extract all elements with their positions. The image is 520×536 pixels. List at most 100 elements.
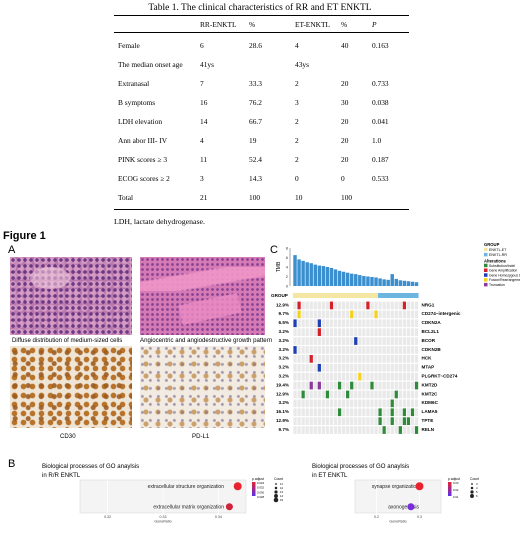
oncoprint-cell [382,328,386,336]
gene-pct: 6.5% [279,320,289,325]
table-header-rule [114,32,409,33]
oncoprint-cell [394,337,398,345]
oncoprint-cell [358,408,362,417]
oncoprint-cell [386,319,390,328]
oncoprint-cell [317,328,321,336]
oncoprint-alteration [309,355,313,363]
oncoprint-cell [414,372,419,381]
oncoprint-cell [370,426,374,434]
oncoprint-cell [313,346,317,354]
oncoprint-cell [325,363,330,372]
table-cell: 0 [295,174,299,183]
table-cell: 76.2 [249,98,262,107]
oncoprint-cell [333,363,338,372]
oncoprint-cell [382,301,386,310]
oncoprint-cell [329,363,334,372]
oncoprint-cell [293,363,297,372]
legend-alteration-label: Fusion/Rearrangement [489,278,520,282]
tmb-bar [414,282,419,286]
oncoprint-cell [297,390,301,399]
oncoprint-cell [309,355,313,363]
oncoprint-cell [406,328,411,336]
table-row: Total 21 100 10 100 [0,193,520,205]
oncoprint-cell [362,328,366,336]
go-dot [233,482,242,491]
oncoprint-alteration [370,381,374,390]
oncoprint-cell [358,337,362,345]
oncoprint-cell [386,372,390,381]
oncoprint-cell [337,408,342,417]
oncoprint-cell [358,319,362,328]
oncoprint-cell [309,319,313,328]
oncoprint-cell [313,319,317,328]
table-cell: 4 [295,41,299,50]
oncoprint-cell [394,372,398,381]
oncoprint-cell [378,417,382,425]
oncoprint-cell [354,363,358,372]
oncoprint-cell [309,310,313,319]
table-cell: 3 [295,98,299,107]
oncoprint-cell [342,355,346,363]
tmb-tick-label: 6 [286,255,289,260]
table-cell: 0.533 [372,174,389,183]
panel-c-letter: C [270,244,278,256]
legend-alteration-swatch [484,263,488,268]
oncoprint-cell [358,301,362,310]
go-dot [415,482,424,491]
table-cell: 2 [295,79,299,88]
oncoprint-cell [358,363,362,372]
oncoprint-cell [342,337,346,345]
legend-group-swatch [484,247,488,252]
oncoprint-cell [398,319,402,328]
oncoprint-cell [386,337,390,345]
oncoprint-cell [398,346,402,354]
oncoprint-cell [333,301,338,310]
table-cell: 10 [295,193,303,202]
oncoprint-cell [293,426,297,434]
oncoprint-cell [406,390,411,399]
oncoprint-cell [386,346,390,354]
oncoprint-cell [301,346,305,354]
go-legend-size-dot [274,494,278,498]
oncoprint-cell [301,363,305,372]
oncoprint-cell [394,363,398,372]
oncoprint-cell [406,381,411,390]
oncoprint-cell [402,390,406,399]
oncoprint-cell [309,372,313,381]
oncoprint-cell [414,381,419,390]
micrograph-pdl1 [140,346,265,428]
table-bottom-rule [114,209,409,210]
oncoprint-cell [313,426,317,434]
table-cell: 0.041 [372,117,389,126]
table-cell: 0 [341,174,345,183]
table-cell: 14.3 [249,174,262,183]
oncoprint-cell [293,346,297,354]
oncoprint-cell [293,355,297,363]
oncoprint-cell [374,426,378,434]
oncoprint-cell [321,301,325,310]
oncoprint-cell [382,310,386,319]
oncoprint-alteration [317,328,321,336]
oncoprint-cell [297,310,301,319]
oncoprint-cell [410,337,415,345]
go-legend-color-tick: 0.030 [257,490,264,494]
oncoprint-cell [309,417,313,425]
oncoprint-alteration [390,417,394,425]
oncoprint-cell [414,417,419,425]
oncoprint-cell [378,328,382,336]
oncoprint-cell [378,363,382,372]
oncoprint-alteration [366,301,370,310]
oncoprint-cell [313,399,317,408]
tmb-bar [366,276,370,286]
oncoprint-cell [342,399,346,408]
oncoprint-cell [325,337,330,345]
oncoprint-cell [301,301,305,310]
table-cell: 33.3 [249,79,262,88]
oncoprint-cell [317,319,321,328]
oncoprint-cell [313,355,317,363]
oncoprint-cell [293,328,297,336]
oncoprint-cell [305,426,309,434]
table-cell: Extranasal [118,79,150,88]
gene-name: BCL2L1 [422,329,440,334]
header-cell: ET-ENKTL [295,20,331,29]
